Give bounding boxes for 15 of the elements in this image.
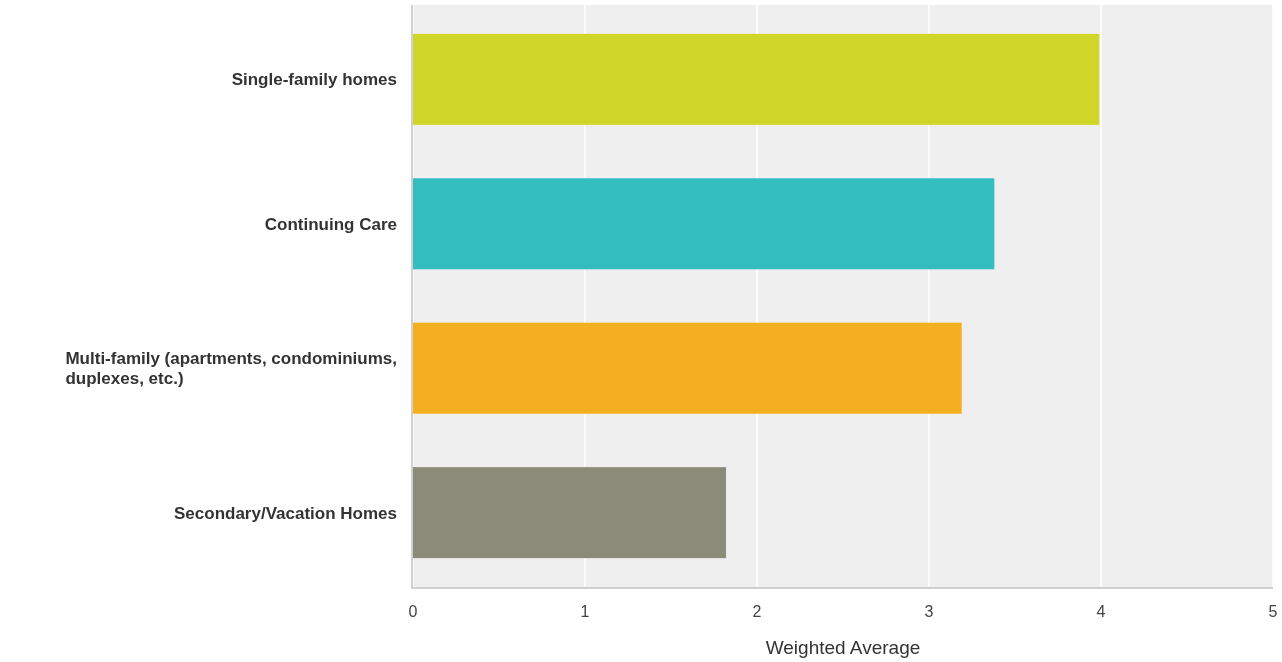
y-tick-label: Single-family homes xyxy=(231,70,397,90)
x-axis-title: Weighted Average xyxy=(765,637,921,658)
y-tick-label: Multi-family (apartments, condominiums, duplexes, etc.) xyxy=(65,349,398,389)
bar xyxy=(413,178,995,270)
x-tick-label: 1 xyxy=(580,603,590,620)
x-tick-label: 2 xyxy=(752,603,762,620)
bar xyxy=(413,467,727,559)
x-tick-label: 4 xyxy=(1096,603,1106,620)
x-tick-label: 5 xyxy=(1268,603,1278,620)
bar xyxy=(413,322,962,414)
y-tick-label: Continuing Care xyxy=(264,214,397,234)
y-tick-label: Secondary/Vacation Homes xyxy=(174,503,397,523)
x-tick-label: 0 xyxy=(408,603,418,620)
x-tick-label: 3 xyxy=(924,603,934,620)
bar xyxy=(413,33,1100,125)
